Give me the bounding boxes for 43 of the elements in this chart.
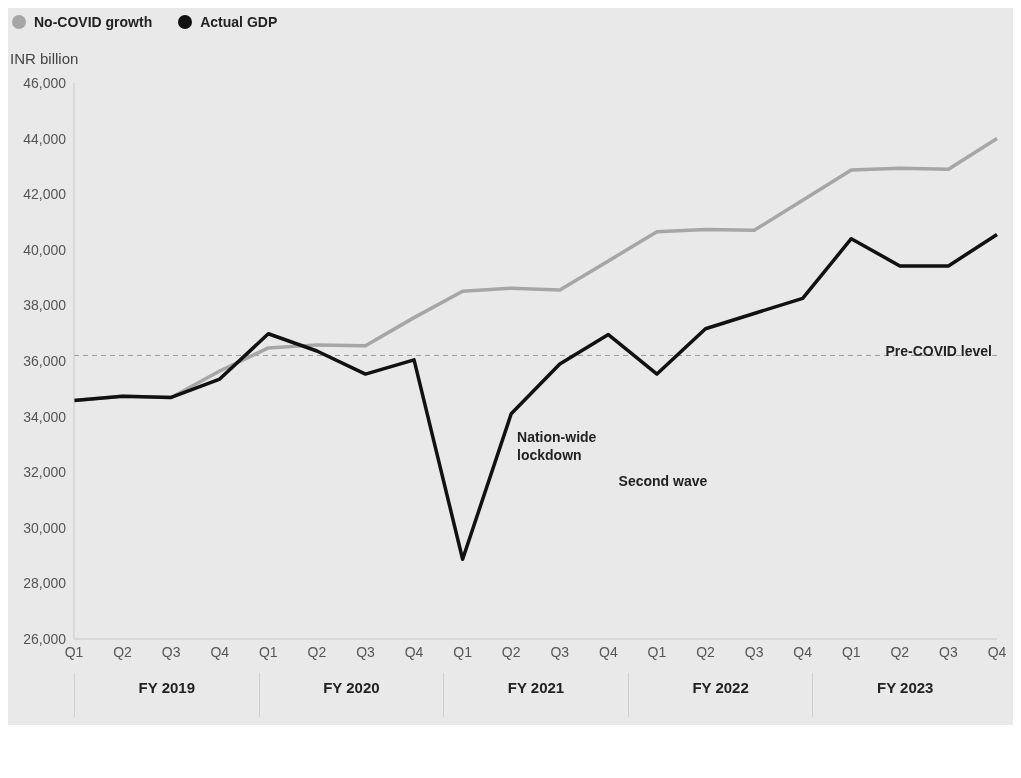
x-tick-label: Q3 xyxy=(744,643,764,660)
legend-label: No-COVID growth xyxy=(34,14,153,30)
x-tick-label: Q2 xyxy=(501,643,521,660)
x-tick-label: Q3 xyxy=(550,643,570,660)
x-tick-label: Q1 xyxy=(841,643,861,660)
x-tick-label: Q2 xyxy=(113,643,133,660)
x-tick-label: Q1 xyxy=(647,643,667,660)
x-tick-label: Q2 xyxy=(696,643,716,660)
y-tick-label: 46,000 xyxy=(23,74,67,91)
text: FY 2019 xyxy=(74,673,259,717)
text: FY 2022 xyxy=(627,673,813,717)
x-tick-label: Q1 xyxy=(453,643,473,660)
text: FY 2020 xyxy=(258,673,444,717)
line-series xyxy=(72,232,999,561)
x-tick-label: Q3 xyxy=(356,643,376,660)
ref-line-label: Pre-COVID level xyxy=(885,343,992,360)
y-tick-label: 34,000 xyxy=(23,408,67,425)
y-tick-label: 36,000 xyxy=(23,352,67,369)
x-tick-label: Q4 xyxy=(210,643,230,660)
x-tick-label: Q1 xyxy=(258,643,278,660)
x-tick-label: Q4 xyxy=(987,643,1007,660)
y-tick-label: 44,000 xyxy=(23,130,67,147)
y-tick-label: 38,000 xyxy=(23,297,67,314)
y-axis-title: INR billion xyxy=(9,49,80,69)
x-tick-label: Q1 xyxy=(64,643,84,660)
y-tick-label: 32,000 xyxy=(23,464,67,481)
x-tick-label: Q3 xyxy=(939,643,958,660)
text: FY 2021 xyxy=(443,673,628,717)
y-tick-label: 28,000 xyxy=(23,575,67,592)
x-tick-label: Q3 xyxy=(161,643,181,660)
y-tick-label: 40,000 xyxy=(23,241,67,258)
x-tick-label: Q2 xyxy=(307,643,327,660)
x-tick-label: Q4 xyxy=(793,643,813,660)
x-tick-label: Q4 xyxy=(404,643,424,660)
y-tick-label: 26,000 xyxy=(23,630,67,647)
text: FY 2023 xyxy=(812,673,997,717)
y-tick-label: 42,000 xyxy=(23,186,67,203)
y-tick-label: 30,000 xyxy=(23,519,67,536)
annotation: Nation-wide lockdown xyxy=(517,427,598,464)
x-tick-label: Q2 xyxy=(890,643,910,660)
annotation: Second wave xyxy=(618,472,709,491)
legend-label: Actual GDP xyxy=(200,14,278,30)
x-tick-label: Q4 xyxy=(599,643,618,660)
